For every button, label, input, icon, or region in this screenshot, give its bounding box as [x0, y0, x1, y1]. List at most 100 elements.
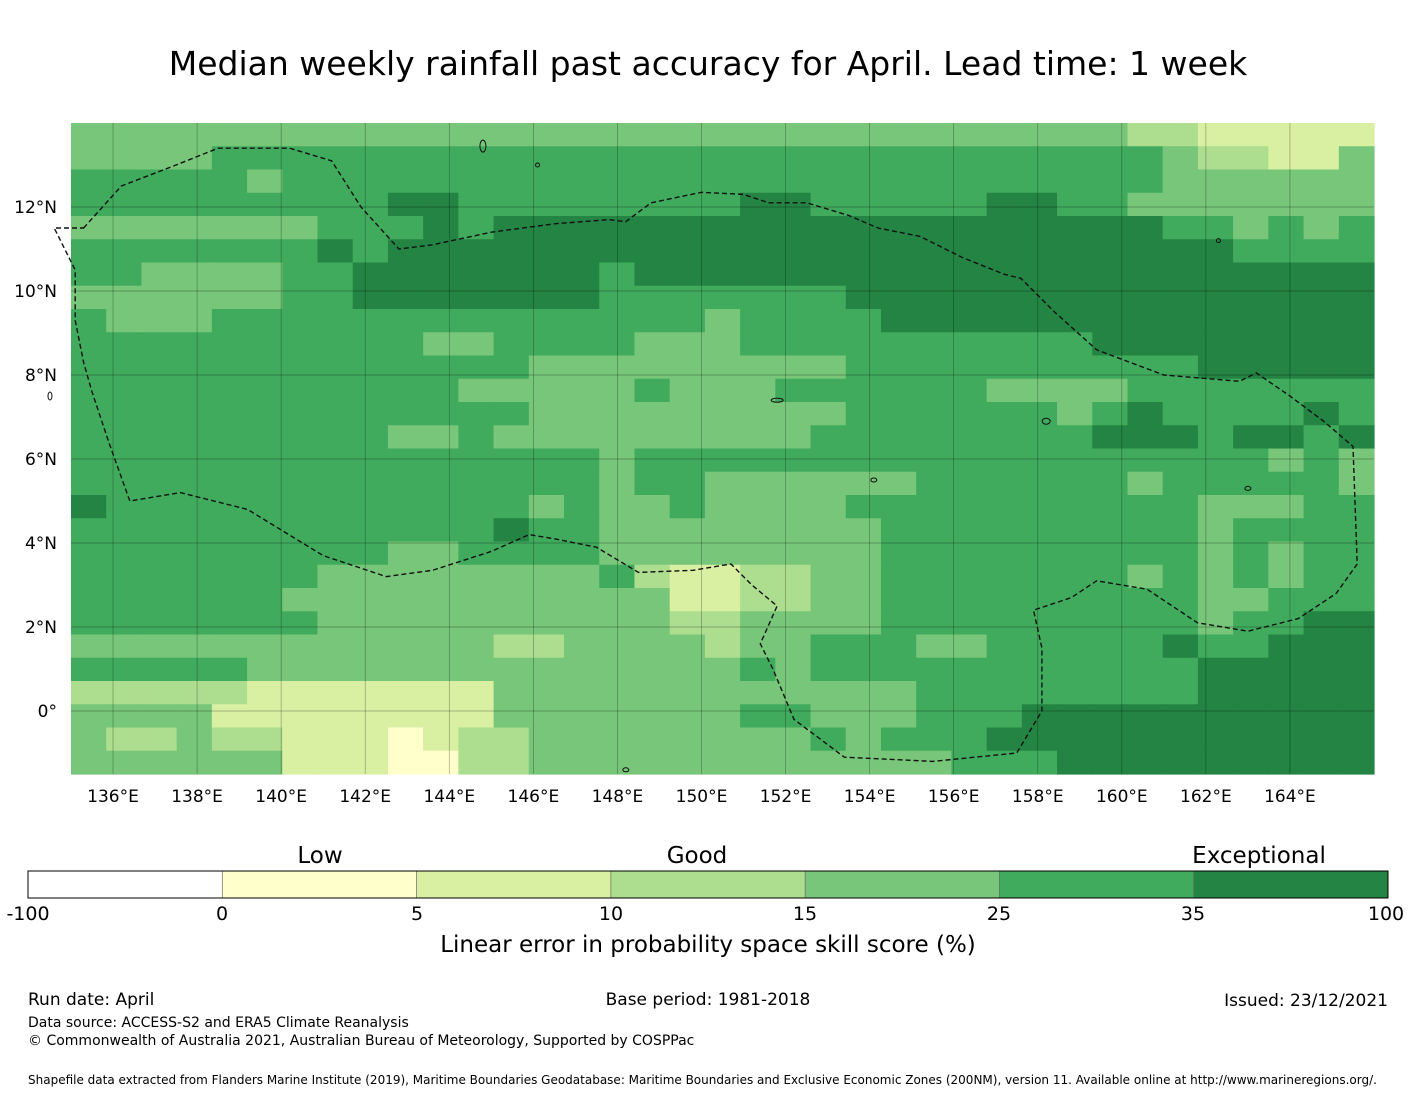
skill-cell — [564, 750, 600, 775]
skill-cell — [704, 634, 741, 659]
skill-cell — [106, 588, 143, 612]
skill-cell — [528, 262, 565, 287]
skill-cell — [740, 378, 776, 403]
skill-cell — [986, 448, 1023, 473]
skill-cell — [1303, 355, 1340, 380]
skill-cell — [1092, 146, 1129, 171]
skill-cell — [669, 402, 706, 426]
skill-cell — [141, 309, 178, 333]
skill-cell — [71, 750, 107, 775]
skill-cell — [528, 355, 565, 380]
skill-cell — [880, 564, 917, 589]
skill-cell — [916, 146, 953, 171]
skill-cell — [247, 518, 283, 543]
skill-cell — [740, 146, 776, 171]
colorbar-tick: 0 — [215, 903, 229, 925]
skill-cell — [458, 727, 495, 752]
skill-cell — [880, 541, 917, 566]
skill-cell — [1057, 332, 1093, 357]
skill-cell — [317, 518, 354, 543]
skill-cell — [141, 216, 178, 240]
skill-cell — [1021, 541, 1058, 566]
skill-cell — [669, 425, 706, 450]
skill-cell — [1303, 611, 1340, 636]
skill-cell — [1338, 564, 1375, 589]
skill-cell — [810, 564, 847, 589]
skill-cell — [845, 239, 882, 264]
skill-cell — [1268, 216, 1305, 240]
skill-cell — [775, 332, 812, 357]
skill-cell — [704, 355, 741, 380]
skill-cell — [1233, 564, 1269, 589]
skill-cell — [740, 471, 776, 496]
skill-cell — [458, 495, 495, 519]
skill-cell — [423, 518, 459, 543]
skill-cell — [176, 309, 213, 333]
skill-cell — [740, 750, 776, 775]
skill-cell — [916, 262, 953, 287]
skill-cell — [71, 146, 107, 171]
skill-cell — [775, 285, 812, 310]
skill-cell — [528, 309, 565, 333]
skill-cell — [634, 471, 671, 496]
skill-cell — [634, 239, 671, 264]
skill-cell — [317, 750, 354, 775]
skill-cell — [211, 123, 248, 147]
skill-cell — [740, 634, 776, 659]
skill-cell — [458, 611, 495, 636]
skill-cell — [106, 541, 143, 566]
skill-cell — [1338, 192, 1375, 217]
skill-cell — [564, 285, 600, 310]
skill-cell — [564, 518, 600, 543]
skill-cell — [1021, 239, 1058, 264]
skill-cell — [423, 355, 459, 380]
island-outline — [622, 767, 630, 773]
skill-cell — [599, 541, 636, 566]
skill-cell — [317, 425, 354, 450]
skill-cell — [387, 495, 424, 519]
skill-cell — [1338, 216, 1375, 240]
skill-cell — [493, 378, 530, 403]
skill-cell — [1233, 704, 1269, 729]
skill-cell — [1197, 285, 1234, 310]
skill-cell — [458, 750, 495, 775]
skill-cell — [599, 750, 636, 775]
skill-cell — [669, 471, 706, 496]
skill-cell — [669, 704, 706, 729]
skill-cell — [71, 448, 107, 473]
skill-cell — [564, 262, 600, 287]
skill-cell — [1233, 332, 1269, 357]
skill-cell — [845, 588, 882, 612]
skill-cell — [282, 564, 319, 589]
skill-cell — [775, 611, 812, 636]
skill-cell — [493, 285, 530, 310]
skill-cell — [740, 192, 776, 217]
skill-cell — [1233, 727, 1269, 752]
skill-cell — [775, 518, 812, 543]
skill-cell — [1057, 704, 1093, 729]
skill-cell — [458, 634, 495, 659]
skill-cell — [704, 425, 741, 450]
skill-cell — [387, 448, 424, 473]
skill-cell — [458, 169, 495, 194]
skill-cell — [951, 355, 988, 380]
skill-cell — [1127, 588, 1164, 612]
skill-cell — [1092, 355, 1129, 380]
skill-cell — [1127, 309, 1164, 333]
skill-cell — [247, 448, 283, 473]
skill-cell — [1268, 495, 1305, 519]
skill-cell — [423, 378, 459, 403]
skill-cell — [1338, 634, 1375, 659]
skill-cell — [1303, 216, 1340, 240]
lon-tick-label: 146°E — [508, 787, 560, 807]
skill-cell — [1092, 564, 1129, 589]
skill-cell — [106, 564, 143, 589]
skill-cell — [1197, 495, 1234, 519]
skill-cell — [423, 402, 459, 426]
skill-cell — [740, 448, 776, 473]
skill-cell — [880, 332, 917, 357]
skill-cell — [1197, 541, 1234, 566]
skill-cell — [669, 262, 706, 287]
skill-cell — [106, 657, 143, 682]
skill-cell — [282, 634, 319, 659]
